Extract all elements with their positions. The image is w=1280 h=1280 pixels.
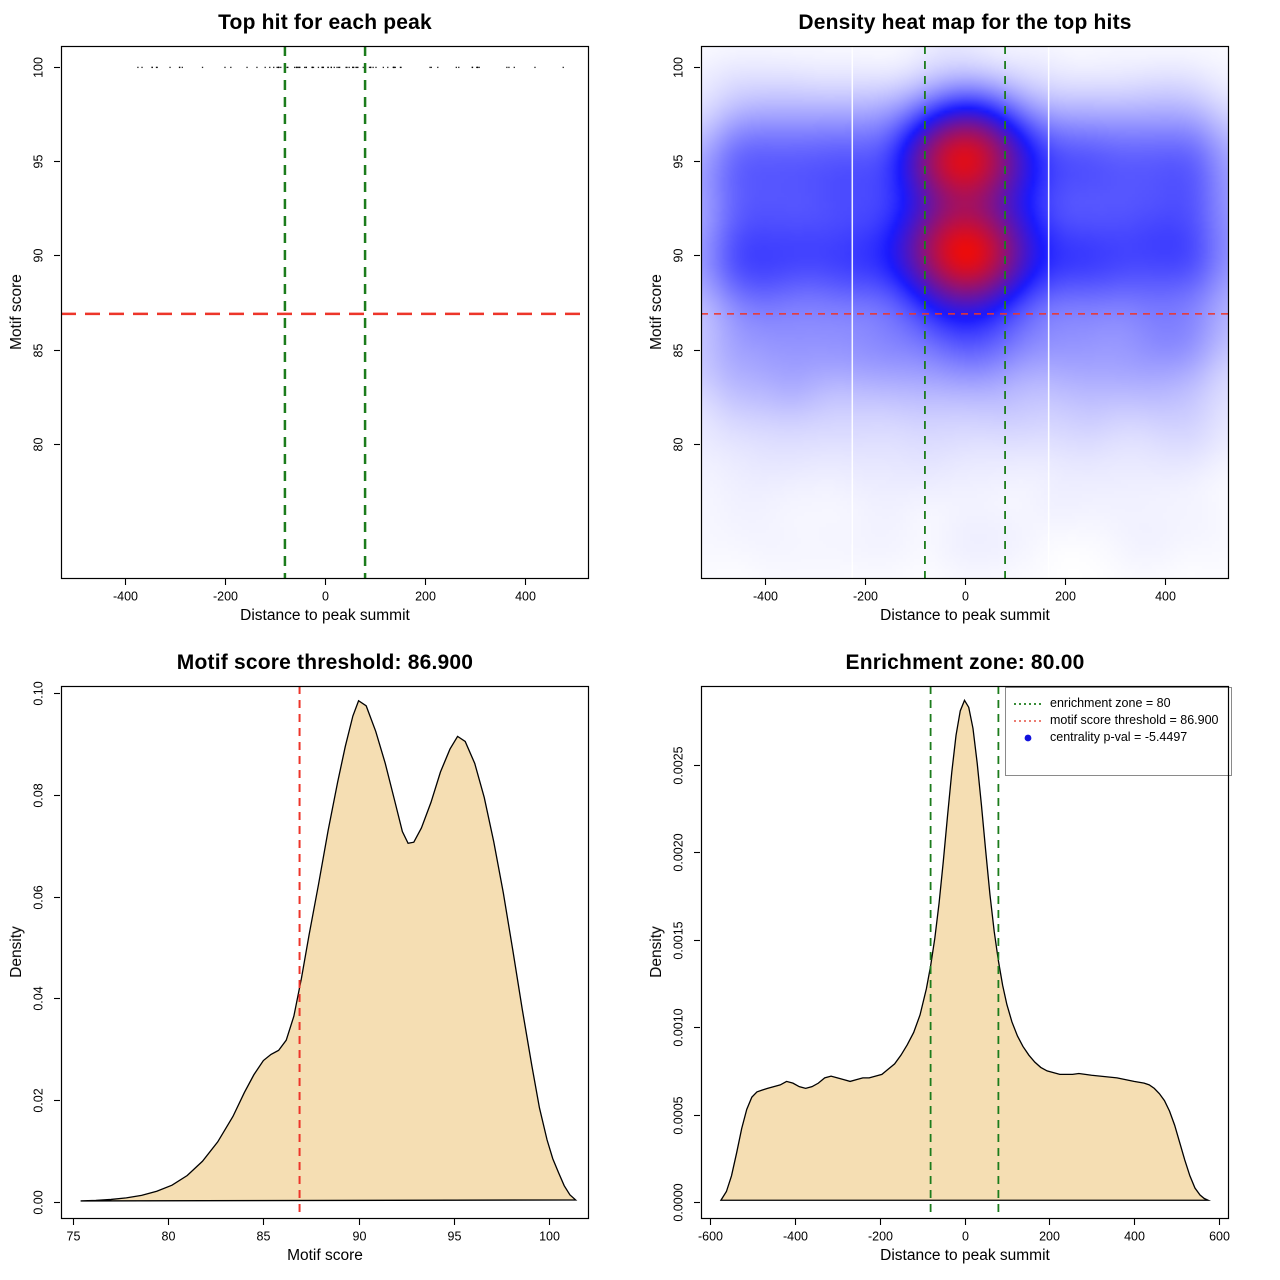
y-axis-label: Density xyxy=(8,926,25,978)
panel-title: Enrichment zone: 80.00 xyxy=(845,651,1085,674)
scatter-plot-canvas xyxy=(0,0,640,640)
x-axis-label: Motif score xyxy=(287,1247,363,1264)
panel-motif-score-density: Motif score threshold: 86.900 Motif scor… xyxy=(0,640,640,1280)
panel-title: Density heat map for the top hits xyxy=(798,11,1132,34)
panel-density-heatmap: Density heat map for the top hits Distan… xyxy=(640,0,1280,640)
legend-item-enrichment-zone: enrichment zone = 80 xyxy=(1050,696,1171,710)
y-axis-label: Motif score xyxy=(648,274,665,350)
panel-title: Top hit for each peak xyxy=(218,11,432,34)
x-axis-label: Distance to peak summit xyxy=(240,607,410,624)
x-axis-label: Distance to peak summit xyxy=(880,1247,1050,1264)
legend-item-motif-threshold: motif score threshold = 86.900 xyxy=(1050,713,1219,727)
panel-scatter-top-hits: Top hit for each peak Distance to peak s… xyxy=(0,0,640,640)
distance-density-canvas xyxy=(640,640,1280,1280)
y-axis-label: Motif score xyxy=(8,274,25,350)
panel-distance-density: Enrichment zone: 80.00 Distance to peak … xyxy=(640,640,1280,1280)
heatmap-canvas xyxy=(640,0,1280,640)
score-density-canvas xyxy=(0,640,640,1280)
legend-item-centrality-pval: centrality p-val = -5.4497 xyxy=(1050,730,1188,744)
y-axis-label: Density xyxy=(648,926,665,978)
x-axis-label: Distance to peak summit xyxy=(880,607,1050,624)
panel-title: Motif score threshold: 86.900 xyxy=(176,651,474,674)
